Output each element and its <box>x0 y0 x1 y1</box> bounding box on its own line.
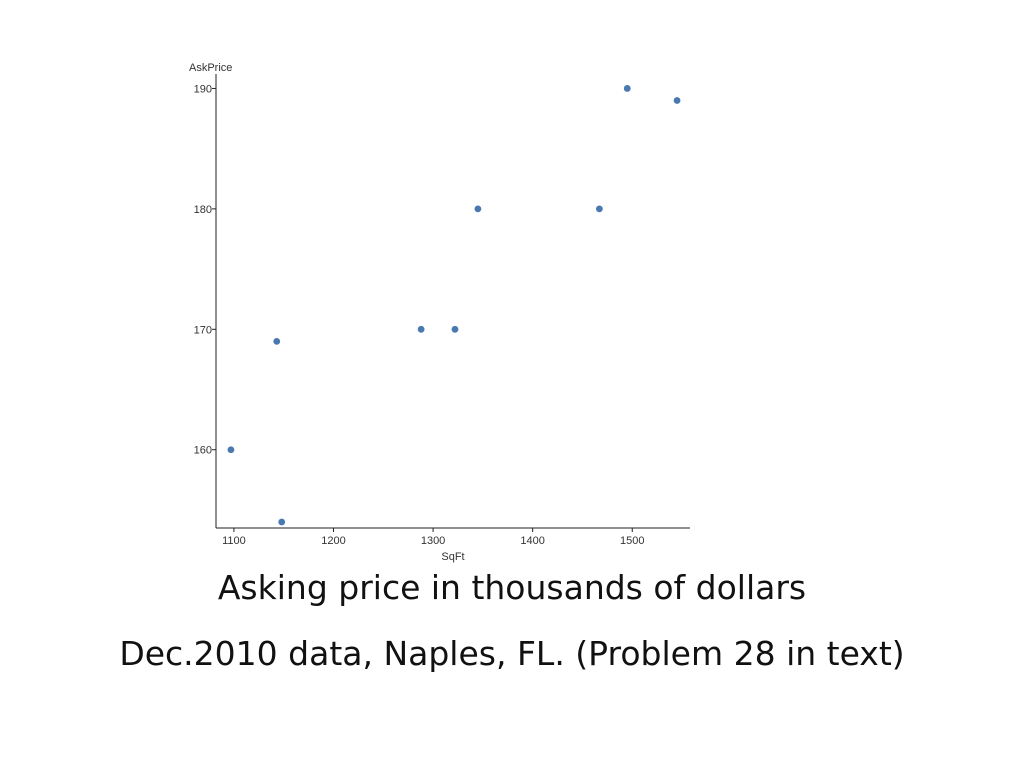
data-point <box>623 85 631 92</box>
y-axis-label: AskPrice <box>189 62 232 74</box>
data-point <box>673 97 681 104</box>
caption-units: Asking price in thousands of dollars <box>217 568 807 607</box>
x-tick-label: 1500 <box>620 535 644 547</box>
scatter-chart: 1100 1200 1300 1400 1500 160 170 180 190 AskPric… <box>189 62 690 563</box>
ticks: 1100 1200 1300 1400 1500 160 170 180 190 <box>194 83 645 547</box>
x-tick-label: 1300 <box>421 535 445 547</box>
x-tick-label: 1100 <box>222 535 246 547</box>
x-tick-label: 1200 <box>321 535 345 547</box>
x-tick-label: 1400 <box>520 535 544 547</box>
data-point <box>227 446 235 454</box>
axes <box>215 74 690 529</box>
data-point <box>595 205 603 213</box>
caption-source: Dec.2010 data, Naples, FL. (Problem 28 i… <box>119 634 905 673</box>
data-point <box>474 205 482 213</box>
data-point <box>273 337 281 345</box>
y-tick-label: 190 <box>194 83 212 95</box>
data-point <box>417 325 425 333</box>
data-point <box>451 325 459 333</box>
data-points <box>227 85 681 526</box>
y-tick-label: 180 <box>194 204 212 216</box>
data-point <box>278 518 286 526</box>
y-tick-label: 170 <box>194 324 212 336</box>
y-tick-label: 160 <box>194 445 212 457</box>
x-axis-label: SqFt <box>441 551 464 563</box>
